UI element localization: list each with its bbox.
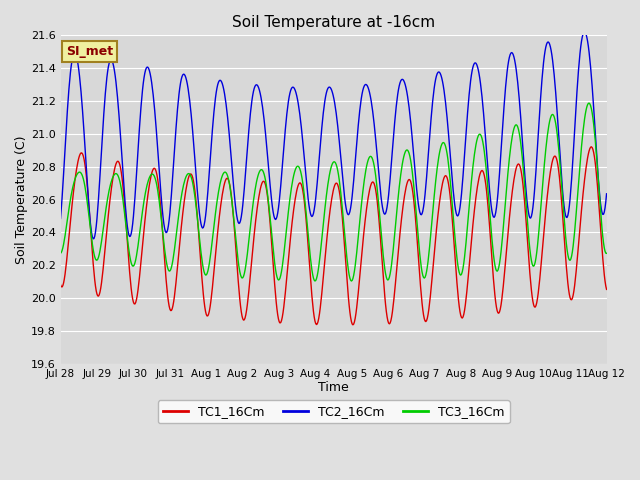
Legend: TC1_16Cm, TC2_16Cm, TC3_16Cm: TC1_16Cm, TC2_16Cm, TC3_16Cm [157,400,509,423]
Text: SI_met: SI_met [66,45,113,58]
X-axis label: Time: Time [318,382,349,395]
Y-axis label: Soil Temperature (C): Soil Temperature (C) [15,135,28,264]
Title: Soil Temperature at -16cm: Soil Temperature at -16cm [232,15,435,30]
